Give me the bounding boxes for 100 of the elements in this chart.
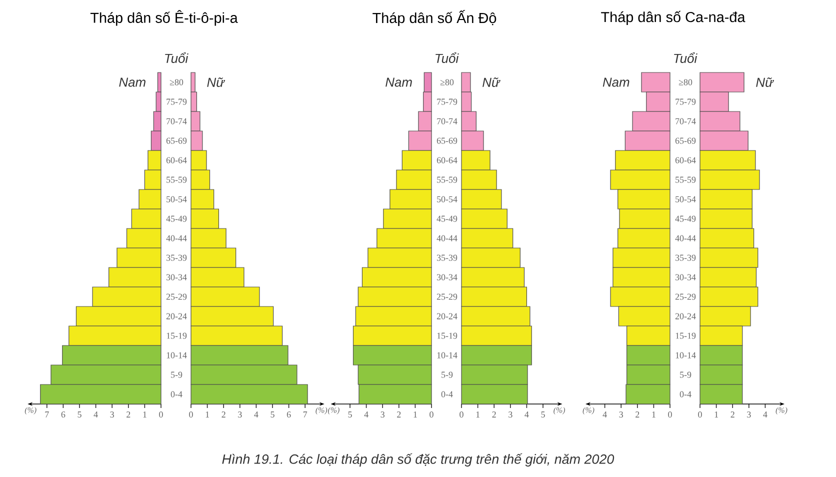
- y-tick-label: 55-59: [676, 176, 696, 183]
- x-tick-label: 5: [348, 412, 352, 418]
- y-tick-label: 5-9: [171, 372, 182, 378]
- y-tick-label: ≥80: [440, 79, 454, 86]
- y-tick-label: 40-44: [436, 235, 458, 242]
- y-tick-label: 55-59: [437, 176, 458, 183]
- y-tick-label: 35-39: [675, 254, 696, 261]
- y-tick-label: 30-34: [166, 274, 187, 280]
- y-tick-label: 55-59: [166, 176, 187, 183]
- series-label: Nữ: [482, 78, 500, 87]
- y-tick-label: 65-69: [675, 138, 696, 144]
- y-tick-label: 40-44: [675, 235, 696, 242]
- y-tick-label: 45-49: [675, 216, 696, 222]
- y-axis-title: Tuổi: [165, 52, 188, 63]
- x-tick-label: 7: [303, 412, 308, 418]
- y-tick-label: 30-34: [675, 274, 696, 280]
- y-tick-label: 45-49: [436, 216, 458, 222]
- y-tick-label: 40-44: [166, 235, 187, 242]
- x-tick-label: 1: [476, 412, 480, 418]
- y-tick-label: 35-39: [166, 254, 187, 261]
- x-tick-label: 1: [652, 412, 656, 418]
- x-tick-label: 1: [206, 412, 210, 418]
- y-tick-label: 75-79: [166, 98, 187, 105]
- series-label: Nam: [602, 78, 630, 87]
- x-tick-label: 1: [143, 412, 146, 418]
- x-tick-label: 5: [541, 412, 545, 418]
- x-tick-label: 4: [254, 412, 258, 418]
- x-tick-label: 7: [45, 412, 49, 418]
- chart-title: Tháp dân số Ca-na-đa: [601, 10, 746, 26]
- y-axis-title: Tuổi: [674, 52, 698, 63]
- x-tick-label: 2: [126, 412, 130, 418]
- series-label: Nam: [119, 78, 146, 87]
- y-tick-label: 70-74: [676, 118, 696, 124]
- y-tick-label: 0-4: [680, 391, 692, 398]
- y-tick-label: 60-64: [675, 157, 696, 164]
- x-tick-label: 4: [763, 412, 768, 418]
- y-tick-label: 10-14: [166, 352, 187, 358]
- text: Hình 19.1. Các loại tháp dân số đặc trưng trên thế giới, năm 2020: [222, 453, 614, 467]
- x-tick-label: 2: [222, 412, 226, 418]
- x-tick-label: 6: [61, 412, 66, 418]
- y-tick-label: ≥80: [678, 79, 692, 86]
- y-tick-label: 15-19: [166, 332, 187, 339]
- y-tick-label: 70-74: [437, 118, 458, 124]
- y-tick-label: 25-29: [166, 294, 187, 300]
- x-tick-label: 3: [508, 412, 512, 418]
- y-tick-label: 5-9: [680, 372, 692, 378]
- y-tick-label: 15-19: [676, 332, 696, 339]
- y-tick-label: 0-4: [170, 391, 182, 398]
- x-tick-label: 2: [492, 412, 496, 418]
- y-tick-label: 30-34: [436, 274, 458, 280]
- x-tick-label: 1: [414, 412, 417, 418]
- y-tick-label: 20-24: [675, 313, 696, 320]
- y-tick-label: 5-9: [442, 372, 453, 378]
- x-tick-label: 2: [730, 412, 734, 418]
- x-tick-label: 4: [602, 412, 607, 418]
- y-tick-label: 50-54: [437, 196, 458, 202]
- x-tick-label: 4: [94, 412, 98, 418]
- series-label: Nữ: [756, 78, 774, 87]
- x-tick-label: 0: [698, 412, 702, 418]
- x-tick-label: 0: [430, 412, 434, 418]
- y-axis-title: Tuổi: [436, 52, 459, 63]
- x-tick-label: 3: [238, 412, 242, 418]
- series-label: Nam: [386, 78, 412, 87]
- y-tick-label: 75-79: [437, 98, 458, 105]
- y-tick-label: ≥80: [170, 79, 184, 86]
- y-tick-label: 50-54: [676, 196, 696, 202]
- chart-title: Tháp dân số Ấn Độ: [372, 10, 496, 26]
- x-tick-label: 5: [270, 412, 274, 418]
- x-tick-label: 4: [364, 412, 368, 418]
- y-tick-label: 60-64: [436, 157, 458, 164]
- x-tick-label: 3: [619, 412, 624, 418]
- y-tick-label: 10-14: [676, 352, 696, 358]
- y-tick-label: 50-54: [166, 196, 187, 202]
- series-label: Nữ: [207, 78, 226, 87]
- y-tick-label: 65-69: [436, 138, 458, 144]
- y-tick-label: 65-69: [166, 138, 187, 144]
- y-tick-label: 25-29: [436, 294, 458, 300]
- chart-title: Tháp dân số Ê-ti-ô-pi-a: [90, 10, 238, 26]
- x-tick-label: 3: [110, 412, 114, 418]
- y-tick-label: 20-24: [436, 313, 458, 320]
- y-tick-label: 70-74: [166, 118, 187, 124]
- x-tick-label: 5: [78, 412, 82, 418]
- y-tick-label: 10-14: [437, 352, 458, 358]
- y-tick-label: 60-64: [166, 157, 187, 164]
- x-tick-label: 4: [524, 412, 529, 418]
- x-tick-label: 3: [747, 412, 751, 418]
- y-tick-label: 75-79: [676, 98, 696, 105]
- y-tick-label: 25-29: [675, 294, 696, 300]
- x-tick-label: 0: [159, 412, 163, 418]
- x-tick-label: 2: [397, 412, 401, 418]
- y-tick-label: 0-4: [441, 391, 453, 398]
- x-tick-label: 0: [460, 412, 464, 418]
- x-tick-label: 0: [189, 412, 193, 418]
- y-tick-label: 35-39: [436, 254, 458, 261]
- x-tick-label: 3: [380, 412, 384, 418]
- x-tick-label: 1: [714, 412, 718, 418]
- y-tick-label: 15-19: [437, 332, 458, 339]
- y-tick-label: 45-49: [166, 216, 187, 222]
- y-tick-label: 20-24: [166, 313, 187, 320]
- x-tick-label: 2: [636, 412, 640, 418]
